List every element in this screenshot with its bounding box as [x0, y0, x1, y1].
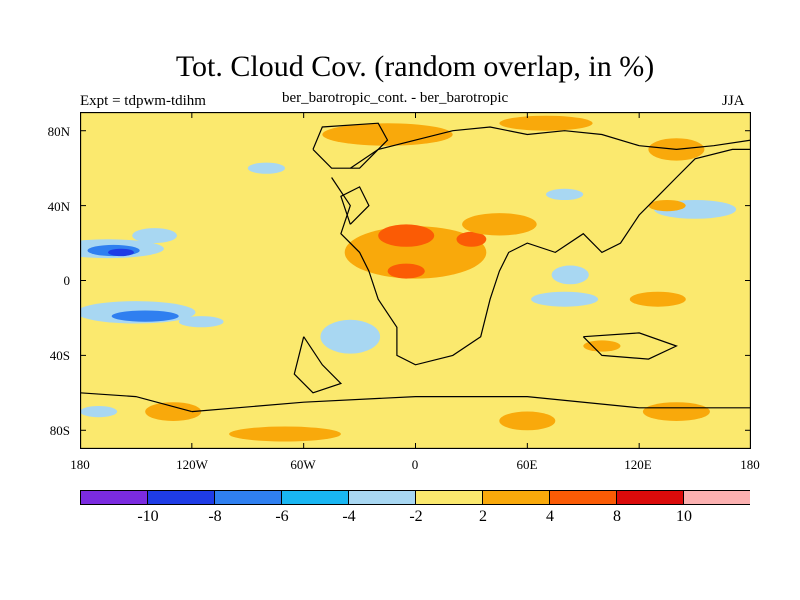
- colorbar-label: -4: [342, 508, 356, 525]
- coastline: [312, 122, 389, 169]
- colorbar-label: 4: [546, 508, 554, 525]
- x-tick-label: 60W: [290, 457, 316, 472]
- anomaly-region: [551, 265, 589, 285]
- colorbar-box: [482, 490, 550, 505]
- anomaly-region: [583, 340, 621, 352]
- coastline: [582, 332, 678, 360]
- colorbar-label: 10: [676, 508, 692, 525]
- coastline: [191, 396, 751, 413]
- map-field: [80, 115, 737, 442]
- colorbar-box: [549, 490, 617, 505]
- colorbar-box: [616, 490, 684, 505]
- colorbar-label: 2: [479, 508, 487, 525]
- anomaly-region: [320, 319, 381, 354]
- colorbar-box: [80, 490, 148, 505]
- x-tick-label: 0: [411, 457, 419, 472]
- anomaly-region: [642, 402, 710, 421]
- coastline: [340, 186, 370, 225]
- anomaly-region: [387, 263, 425, 279]
- y-tick-label: 40S: [49, 348, 70, 363]
- anomaly-region: [378, 224, 435, 247]
- colorbar-box: [683, 490, 750, 505]
- map-frame: [80, 112, 751, 449]
- anomaly-region: [462, 213, 537, 236]
- coastline: [80, 392, 192, 413]
- coastline: [331, 148, 751, 366]
- y-tick-label: 40N: [47, 199, 70, 214]
- experiment-label: Expt = tdpwm-tdihm: [80, 93, 206, 109]
- colorbar: [80, 490, 750, 505]
- map-coastlines: [80, 122, 751, 413]
- subtitle: ber_barotropic_cont. - ber_barotropic: [282, 90, 509, 106]
- colorbar-label: -2: [409, 508, 423, 525]
- anomaly-region: [531, 291, 599, 307]
- anomaly-region: [178, 316, 224, 328]
- anomaly-region: [456, 231, 487, 247]
- colorbar-label: -10: [137, 508, 159, 525]
- anomaly-region: [132, 228, 177, 244]
- anomaly-region: [247, 162, 285, 174]
- coastline: [293, 336, 343, 394]
- colorbar-box: [415, 490, 483, 505]
- anomaly-region: [546, 188, 584, 200]
- anomaly-region: [322, 123, 453, 146]
- season-label: JJA: [722, 93, 745, 109]
- x-tick-label: 180: [70, 457, 90, 472]
- coastline: [349, 126, 751, 169]
- x-tick-label: 180: [740, 457, 760, 472]
- anomaly-region: [108, 248, 134, 257]
- anomaly-region: [229, 426, 341, 442]
- colorbar-box: [348, 490, 416, 505]
- map-plot: [80, 112, 751, 449]
- colorbar-box: [281, 490, 349, 505]
- colorbar-label: -6: [275, 508, 289, 525]
- anomaly-region: [111, 310, 179, 322]
- anomaly-region: [629, 291, 686, 307]
- anomaly-region: [499, 115, 593, 131]
- anomaly-region: [80, 406, 118, 418]
- colorbar-box: [214, 490, 282, 505]
- page-title: Tot. Cloud Cov. (random overlap, in %): [175, 50, 655, 83]
- y-tick-label: 0: [63, 273, 71, 288]
- anomaly-region: [499, 411, 556, 431]
- y-tick-label: 80S: [49, 423, 70, 438]
- x-tick-label: 120W: [176, 457, 208, 472]
- anomaly-region: [648, 200, 686, 212]
- map-background: [80, 112, 751, 449]
- x-tick-label: 120E: [624, 457, 652, 472]
- colorbar-label: -8: [208, 508, 222, 525]
- colorbar-box: [147, 490, 215, 505]
- anomaly-region: [145, 402, 202, 421]
- y-tick-label: 80N: [47, 124, 70, 139]
- x-tick-label: 60E: [516, 457, 538, 472]
- colorbar-label: 8: [613, 508, 621, 525]
